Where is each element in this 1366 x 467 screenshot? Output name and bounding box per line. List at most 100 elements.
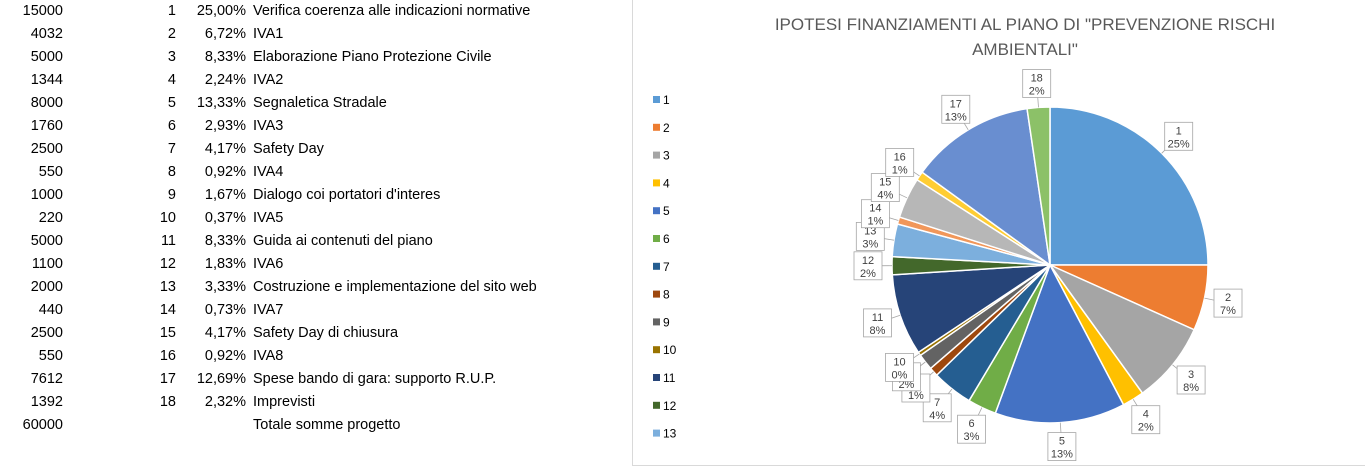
legend-label-10[interactable]: 10	[663, 343, 677, 357]
data-label-percent-6: 3%	[964, 431, 980, 443]
description-cell[interactable]: IVA4	[253, 164, 284, 180]
percent-cell[interactable]: 2,93%	[204, 118, 246, 134]
description-cell[interactable]: IVA8	[253, 348, 284, 364]
amount-cell[interactable]: 2000	[30, 279, 63, 295]
legend-label-12[interactable]: 12	[663, 399, 677, 413]
description-cell[interactable]: IVA5	[253, 210, 284, 226]
index-cell[interactable]: 4	[167, 72, 176, 88]
data-label-box-4	[1131, 405, 1161, 435]
pie-slice-18[interactable]	[1026, 106, 1051, 266]
description-cell[interactable]: Segnaletica Stradale	[253, 95, 387, 111]
legend-label-1[interactable]: 1	[663, 93, 670, 107]
legend-label-13[interactable]: 13	[663, 427, 677, 441]
index-cell[interactable]: 11	[160, 233, 176, 249]
amount-cell[interactable]: 1760	[30, 118, 63, 134]
description-cell[interactable]: IVA1	[253, 26, 284, 42]
description-cell[interactable]: Spese bando di gara: supporto R.U.P.	[253, 371, 497, 387]
percent-cell[interactable]: 25,00%	[196, 3, 246, 19]
pie-chart[interactable]: IPOTESI FINANZIAMENTI AL PIANO DI "PREVE…	[632, 0, 1365, 466]
percent-cell[interactable]: 2,32%	[204, 394, 246, 410]
percent-cell[interactable]: 0,37%	[204, 210, 246, 226]
amount-cell[interactable]: 8000	[30, 95, 63, 111]
legend-label-7[interactable]: 7	[663, 260, 670, 274]
pie-slice-17[interactable]	[921, 107, 1052, 267]
description-cell[interactable]: IVA6	[253, 256, 284, 272]
percent-cell[interactable]: 6,72%	[204, 26, 246, 42]
index-cell[interactable]: 14	[159, 302, 176, 318]
amount-cell[interactable]: 5000	[30, 49, 63, 65]
legend-label-2[interactable]: 2	[663, 121, 670, 135]
description-cell[interactable]: IVA3	[253, 118, 284, 134]
amount-cell[interactable]: 440	[38, 302, 63, 318]
amount-cell[interactable]: 5000	[30, 233, 63, 249]
data-label-percent-12: 2%	[860, 268, 876, 280]
legend-label-11[interactable]: 11	[663, 371, 676, 385]
index-cell[interactable]: 6	[167, 118, 176, 134]
percent-cell[interactable]: 12,69%	[196, 371, 246, 387]
legend-swatch-8	[653, 290, 660, 298]
percent-cell[interactable]: 4,17%	[204, 325, 246, 341]
legend-swatch-9	[653, 318, 660, 326]
percent-cell[interactable]: 3,33%	[204, 279, 246, 295]
index-cell[interactable]: 18	[159, 394, 176, 410]
legend-label-8[interactable]: 8	[663, 288, 670, 302]
legend-swatch-1	[653, 96, 660, 103]
index-cell[interactable]: 1	[167, 3, 176, 19]
description-cell[interactable]: Totale somme progetto	[253, 417, 401, 433]
index-cell[interactable]: 2	[167, 26, 176, 42]
description-cell[interactable]: Imprevisti	[253, 394, 316, 410]
percent-cell[interactable]: 8,33%	[204, 49, 246, 65]
amount-cell[interactable]: 220	[38, 210, 63, 226]
amount-cell[interactable]: 550	[38, 348, 63, 364]
data-label-percent-4: 2%	[1138, 422, 1154, 434]
legend-label-4[interactable]: 4	[663, 176, 670, 190]
legend-swatch-13	[653, 429, 660, 437]
amount-cell[interactable]: 4032	[30, 26, 63, 42]
description-cell[interactable]: Guida ai contenuti del piano	[253, 233, 433, 249]
index-cell[interactable]: 12	[159, 256, 176, 272]
percent-cell[interactable]: 0,92%	[204, 164, 246, 180]
description-cell[interactable]: IVA2	[253, 72, 284, 88]
index-cell[interactable]: 8	[167, 164, 176, 180]
index-cell[interactable]: 17	[159, 371, 176, 387]
legend-label-5[interactable]: 5	[663, 204, 670, 218]
amount-cell[interactable]: 1000	[30, 187, 63, 203]
index-cell[interactable]: 15	[159, 325, 176, 341]
description-cell[interactable]: Costruzione e implementazione del sito w…	[253, 279, 537, 295]
amount-cell[interactable]: 1344	[30, 72, 63, 88]
percent-cell[interactable]: 0,73%	[204, 302, 246, 318]
description-cell[interactable]: IVA7	[253, 302, 284, 318]
percent-cell[interactable]: 13,33%	[196, 95, 246, 111]
amount-cell[interactable]: 2500	[30, 325, 63, 341]
amount-cell[interactable]: 15000	[22, 3, 63, 19]
percent-cell[interactable]: 8,33%	[204, 233, 246, 249]
description-cell[interactable]: Elaborazione Piano Protezione Civile	[253, 49, 492, 65]
legend-label-6[interactable]: 6	[663, 232, 670, 246]
legend-label-9[interactable]: 9	[663, 315, 670, 329]
index-cell[interactable]: 10	[159, 210, 176, 226]
percent-cell[interactable]: 1,83%	[204, 256, 246, 272]
percent-cell[interactable]: 2,24%	[204, 72, 246, 88]
index-cell[interactable]: 5	[167, 95, 176, 111]
pie-slice-5[interactable]	[994, 263, 1125, 424]
description-cell[interactable]: Dialogo coi portatori d'interes	[253, 187, 441, 203]
amount-cell[interactable]: 2500	[30, 141, 63, 157]
amount-cell[interactable]: 1392	[30, 394, 63, 410]
amount-cell[interactable]: 60000	[22, 417, 63, 433]
amount-cell[interactable]: 7612	[30, 371, 63, 387]
index-cell[interactable]: 13	[159, 279, 176, 295]
percent-cell[interactable]: 1,67%	[204, 187, 246, 203]
description-cell[interactable]: Safety Day	[253, 141, 324, 157]
percent-cell[interactable]: 0,92%	[204, 348, 246, 364]
amount-cell[interactable]: 1100	[31, 256, 63, 272]
index-cell[interactable]: 3	[167, 49, 176, 65]
amount-cell[interactable]: 550	[38, 164, 63, 180]
index-cell[interactable]: 7	[167, 141, 176, 157]
index-cell[interactable]: 16	[159, 348, 176, 364]
index-cell[interactable]: 9	[167, 187, 176, 203]
legend-label-3[interactable]: 3	[663, 149, 670, 163]
percent-cell[interactable]: 4,17%	[204, 141, 246, 157]
description-cell[interactable]: Safety Day di chiusura	[253, 325, 399, 341]
description-cell[interactable]: Verifica coerenza alle indicazioni norma…	[253, 3, 531, 19]
data-label-box-6	[957, 414, 986, 444]
